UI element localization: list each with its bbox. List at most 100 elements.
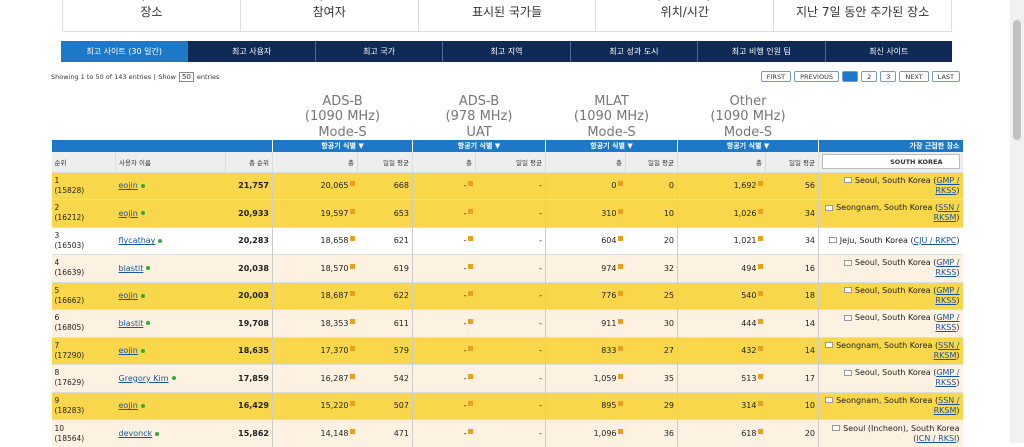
chart-icon[interactable] (468, 374, 473, 379)
chart-icon[interactable] (758, 346, 763, 351)
pager-button[interactable]: LAST (932, 71, 960, 82)
chart-icon[interactable] (350, 236, 355, 241)
column-header: 일일 평균 (766, 152, 819, 172)
pager-button[interactable]: 1 (842, 71, 858, 82)
chart-icon[interactable] (350, 319, 355, 324)
group-average: - (476, 172, 546, 200)
scrollbar[interactable] (1010, 0, 1024, 443)
group-header: ADS-B(978 MHz)UAT (413, 92, 546, 140)
airport-link[interactable]: ICN / RKSI (916, 434, 956, 443)
user-link[interactable]: eojin (119, 291, 138, 300)
pager-button[interactable]: NEXT (899, 71, 928, 82)
chart-icon[interactable] (350, 181, 355, 186)
chart-icon[interactable] (350, 209, 355, 214)
tab[interactable]: 최고 비행 인원 팀 (697, 41, 824, 62)
location: Seongnam, South Korea (SSN / RKSM) (819, 392, 963, 420)
airport-link[interactable]: CJU / RKPC (914, 236, 957, 245)
user-cell: eojin (116, 200, 226, 228)
chart-icon[interactable] (350, 429, 355, 434)
chart-icon[interactable] (350, 374, 355, 379)
chart-icon[interactable] (758, 209, 763, 214)
online-dot (146, 266, 150, 270)
chart-icon[interactable] (468, 401, 473, 406)
tab[interactable]: 최고 국가 (315, 41, 442, 62)
chart-icon[interactable] (350, 291, 355, 296)
chart-icon[interactable] (618, 429, 623, 434)
user-link[interactable]: Gregory Kim (119, 374, 169, 383)
page-size[interactable]: 50 (179, 72, 194, 82)
chart-icon[interactable] (468, 429, 473, 434)
chart-icon[interactable] (758, 291, 763, 296)
column-header: 총 (413, 152, 476, 172)
rank: 7 (55, 341, 113, 351)
country-filter-cell: SOUTH KOREA (819, 152, 963, 172)
value: - (464, 181, 467, 190)
user-link[interactable]: eojin (119, 346, 138, 355)
chart-icon[interactable] (758, 401, 763, 406)
rank-cell: 3(16503) (52, 227, 116, 255)
chart-icon[interactable] (758, 429, 763, 434)
chart-icon[interactable] (618, 374, 623, 379)
user-link[interactable]: devonck (119, 429, 153, 438)
chart-icon[interactable] (468, 319, 473, 324)
close: ) (956, 378, 959, 387)
chart-icon[interactable] (758, 319, 763, 324)
chart-icon[interactable] (758, 181, 763, 186)
group-total: - (413, 200, 476, 228)
group-average: 18 (766, 282, 819, 310)
chart-icon[interactable] (758, 236, 763, 241)
chart-icon[interactable] (618, 319, 623, 324)
chart-icon[interactable] (468, 181, 473, 186)
pager-button[interactable]: FIRST (761, 71, 791, 82)
pager-button[interactable]: 2 (861, 71, 877, 82)
scroll-thumb[interactable] (1013, 20, 1021, 140)
tab[interactable]: 최신 사이트 (825, 41, 952, 62)
chart-icon[interactable] (468, 236, 473, 241)
chart-icon[interactable] (618, 181, 623, 186)
user-link[interactable]: eojin (119, 181, 138, 190)
chart-icon[interactable] (468, 264, 473, 269)
user-link[interactable]: eojin (119, 401, 138, 410)
stat-label: 참여자 (241, 4, 418, 20)
value: 1,021 (734, 236, 757, 245)
online-dot (146, 321, 150, 325)
chart-icon[interactable] (618, 236, 623, 241)
chart-icon[interactable] (618, 401, 623, 406)
rank: 4 (55, 258, 113, 268)
chart-icon[interactable] (618, 264, 623, 269)
online-dot (141, 211, 145, 215)
chart-icon[interactable] (468, 209, 473, 214)
tab[interactable]: 최고 사이트 (30 일간) (61, 41, 187, 62)
group-header: ADS-B(1090 MHz)Mode-S (273, 92, 413, 140)
chart-icon[interactable] (758, 264, 763, 269)
tab[interactable]: 최고 지역 (442, 41, 569, 62)
country-filter[interactable]: SOUTH KOREA (822, 154, 960, 169)
user-link[interactable]: eojin (119, 209, 138, 218)
pager-button[interactable]: PREVIOUS (794, 71, 839, 82)
chart-icon[interactable] (758, 374, 763, 379)
user-link[interactable]: flycathay (119, 236, 156, 245)
chart-icon[interactable] (618, 291, 623, 296)
group-total: 974 (546, 255, 626, 283)
chart-icon[interactable] (618, 346, 623, 351)
user-link[interactable]: blastit (119, 264, 144, 273)
tab[interactable]: 최고 사용자 (187, 41, 314, 62)
chart-icon[interactable] (618, 209, 623, 214)
flag (825, 397, 833, 403)
group-header: MLAT(1090 MHz)Mode-S (546, 92, 678, 140)
flag (825, 342, 833, 348)
site-id: (16503) (55, 241, 113, 251)
group-total: - (413, 172, 476, 200)
flag (844, 370, 852, 376)
chart-icon[interactable] (468, 291, 473, 296)
pager-button[interactable]: 3 (880, 71, 896, 82)
chart-icon[interactable] (350, 346, 355, 351)
tab[interactable]: 최고 성과 도시 (570, 41, 697, 62)
chart-icon[interactable] (468, 346, 473, 351)
user-link[interactable]: blastit (119, 319, 144, 328)
chart-icon[interactable] (350, 264, 355, 269)
chart-icon[interactable] (350, 401, 355, 406)
group-total: 432 (678, 337, 766, 365)
value: 18,687 (321, 291, 349, 300)
